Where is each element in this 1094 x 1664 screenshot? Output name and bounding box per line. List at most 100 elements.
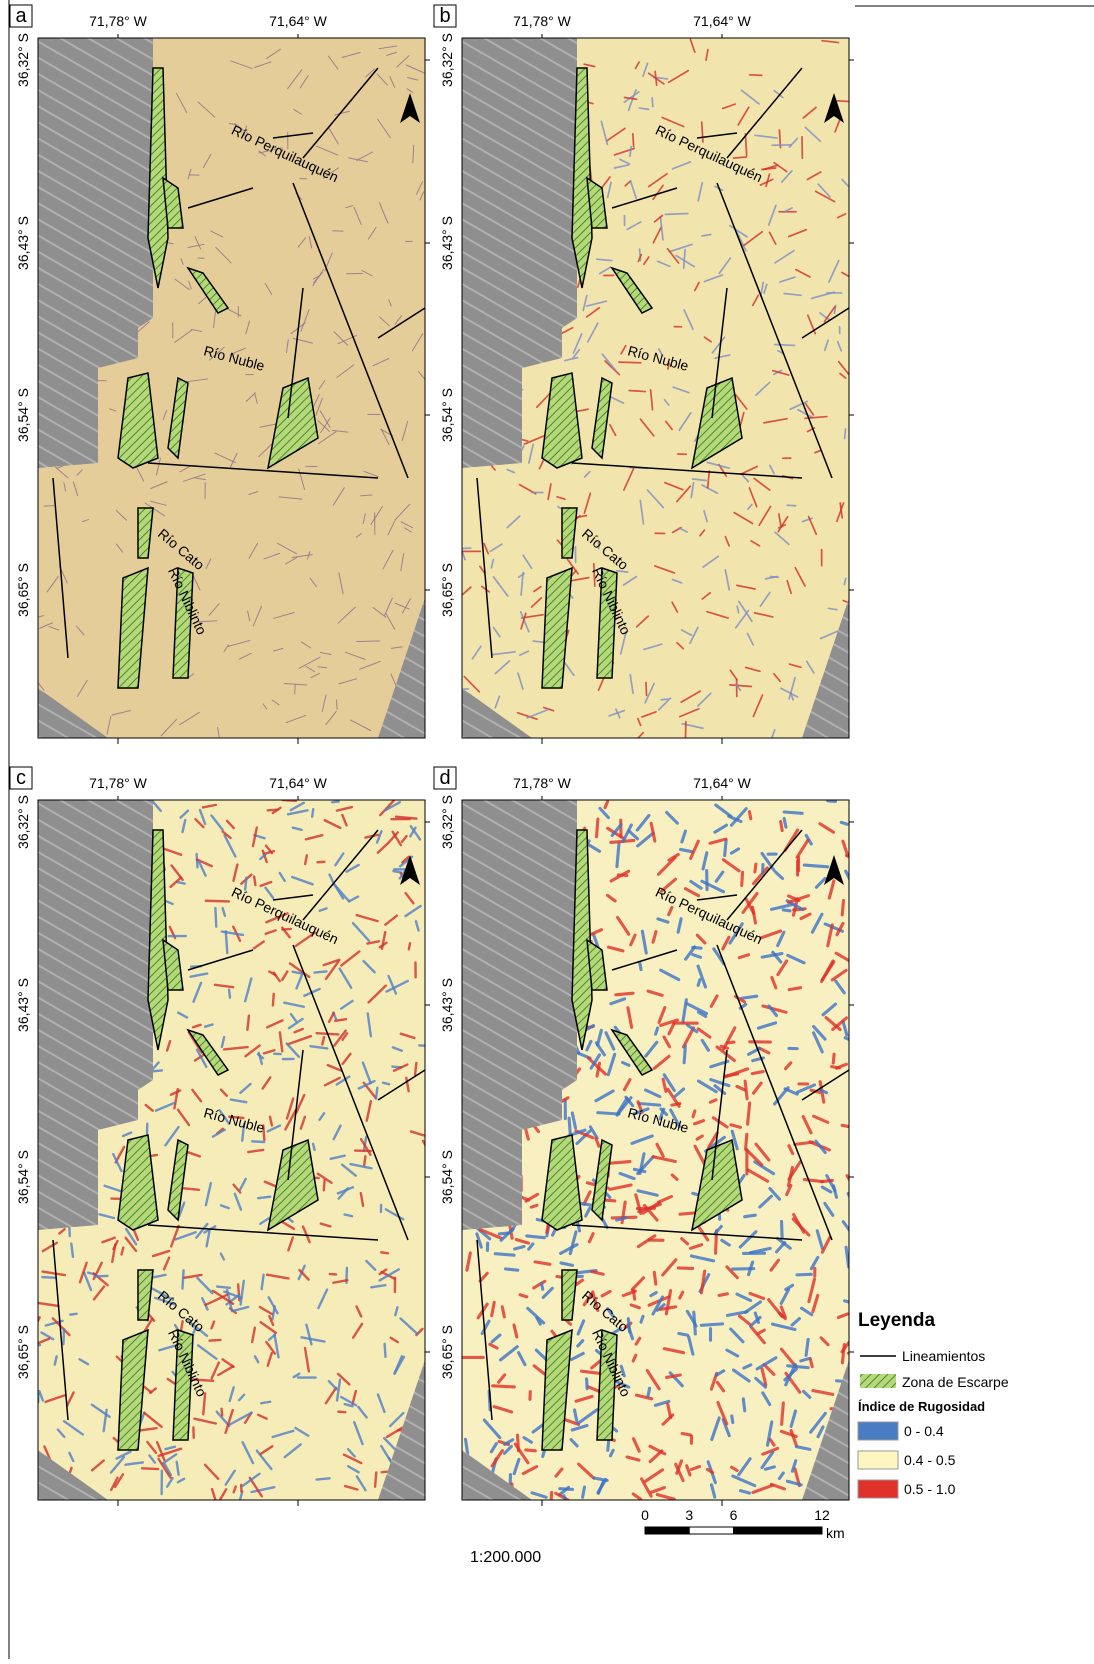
legend-swatch	[858, 1480, 898, 1498]
texture-stroke	[629, 391, 645, 392]
texture-stroke	[317, 1478, 330, 1479]
texture-stroke	[322, 1037, 324, 1044]
longitude-label: 71,78° W	[89, 775, 148, 791]
texture-stroke	[661, 699, 668, 700]
texture-stroke	[560, 1489, 573, 1490]
longitude-label: 71,78° W	[89, 13, 148, 29]
latitude-label: 36,43° S	[439, 216, 455, 270]
legend-label: Lineamientos	[902, 1348, 985, 1364]
scale-tick-label: 3	[685, 1507, 693, 1523]
texture-stroke	[217, 1287, 230, 1288]
texture-stroke	[70, 1314, 76, 1315]
texture-stroke	[71, 1244, 73, 1257]
longitude-label: 71,64° W	[693, 13, 752, 29]
texture-stroke	[646, 682, 647, 695]
texture-stroke	[732, 1416, 733, 1423]
texture-stroke	[526, 1450, 536, 1451]
texture-stroke	[640, 962, 641, 969]
texture-stroke	[335, 1019, 346, 1021]
texture-stroke	[617, 844, 619, 867]
texture-stroke	[44, 506, 54, 507]
texture-stroke	[375, 1472, 376, 1486]
texture-stroke	[338, 1412, 345, 1413]
legend-subtitle: Índice de Rugosidad	[858, 1399, 985, 1414]
texture-stroke	[748, 1103, 750, 1124]
texture-stroke	[665, 214, 688, 215]
texture-stroke	[42, 1277, 55, 1278]
scale-tick-label: 6	[730, 1507, 738, 1523]
texture-stroke	[743, 1399, 744, 1411]
texture-stroke	[806, 1339, 808, 1355]
longitude-label: 71,64° W	[269, 13, 328, 29]
texture-stroke	[345, 1214, 352, 1216]
texture-stroke	[495, 1254, 514, 1255]
scale-tick-label: 12	[814, 1507, 830, 1523]
texture-stroke	[725, 840, 726, 855]
texture-stroke	[364, 1156, 365, 1165]
texture-stroke	[313, 1144, 315, 1150]
texture-stroke	[841, 822, 847, 824]
texture-stroke	[804, 865, 827, 867]
texture-stroke	[679, 1333, 688, 1335]
texture-stroke	[684, 1046, 685, 1063]
texture-stroke	[247, 1016, 249, 1030]
texture-stroke	[616, 993, 633, 995]
texture-stroke	[633, 1290, 634, 1299]
scale-unit: km	[826, 1525, 845, 1541]
latitude-label: 36,54° S	[15, 388, 31, 442]
panel-letter: b	[439, 5, 450, 27]
texture-stroke	[314, 971, 326, 972]
texture-stroke	[698, 980, 700, 986]
texture-stroke	[693, 947, 701, 948]
texture-stroke	[215, 908, 216, 927]
texture-stroke	[746, 1134, 747, 1149]
latitude-label: 36,32° S	[439, 33, 455, 87]
panel-letter: d	[439, 767, 450, 789]
texture-stroke	[505, 1269, 517, 1270]
legend-label: 0.5 - 1.0	[904, 1481, 956, 1497]
texture-stroke	[542, 1283, 543, 1289]
texture-stroke	[393, 871, 401, 872]
texture-stroke	[376, 1088, 377, 1099]
scale-ratio: 1:200.000	[470, 1549, 541, 1566]
texture-stroke	[781, 822, 783, 831]
texture-stroke	[782, 1403, 784, 1424]
texture-stroke	[419, 1045, 439, 1046]
texture-stroke	[583, 1487, 585, 1497]
texture-stroke	[848, 1353, 860, 1360]
scale-segment	[645, 1527, 689, 1534]
texture-stroke	[305, 855, 307, 864]
texture-stroke	[551, 1492, 552, 1506]
texture-stroke	[520, 1295, 527, 1297]
latitude-label: 36,54° S	[439, 388, 455, 442]
texture-stroke	[210, 1340, 221, 1341]
texture-stroke	[182, 1270, 183, 1288]
texture-stroke	[797, 1274, 811, 1275]
texture-stroke	[788, 1366, 808, 1368]
latitude-label: 36,65° S	[439, 563, 455, 617]
texture-stroke	[633, 134, 634, 147]
texture-stroke	[719, 1294, 727, 1296]
texture-stroke	[499, 1233, 509, 1234]
texture-stroke	[845, 429, 846, 439]
texture-stroke	[784, 818, 786, 827]
texture-stroke	[383, 1083, 389, 1084]
longitude-label: 71,64° W	[693, 775, 752, 791]
texture-stroke	[531, 1205, 537, 1207]
scale-segment	[734, 1527, 823, 1534]
texture-stroke	[822, 1180, 833, 1181]
texture-stroke	[466, 1439, 468, 1454]
texture-stroke	[810, 1359, 812, 1367]
texture-stroke	[385, 1344, 386, 1357]
texture-stroke	[229, 990, 230, 998]
texture-stroke	[575, 1410, 577, 1421]
texture-stroke	[569, 1118, 570, 1137]
legend-swatch	[858, 1451, 898, 1469]
texture-stroke	[745, 1215, 756, 1217]
texture-stroke	[685, 722, 686, 745]
texture-stroke	[273, 994, 274, 1006]
